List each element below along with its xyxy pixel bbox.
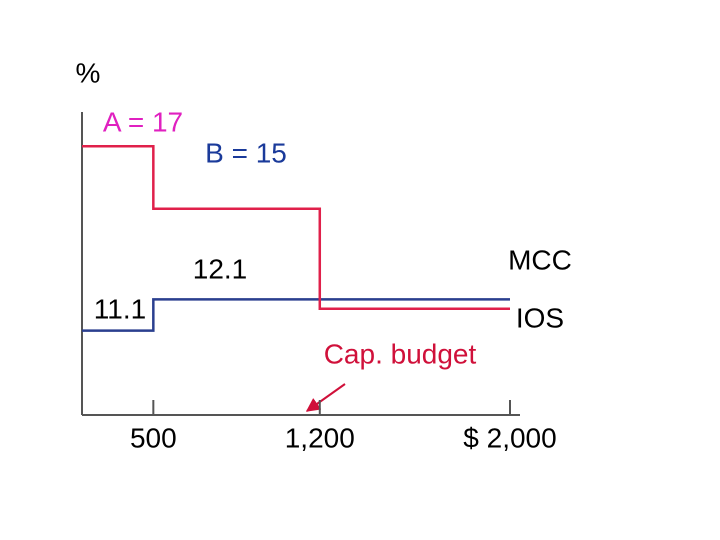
x-tick-label: 500 [130, 422, 177, 453]
series-line [82, 145, 510, 310]
series-line [82, 298, 510, 332]
series-label: MCC [508, 244, 572, 275]
x-tick-label: $ 2,000 [463, 422, 556, 453]
annotation: A = 17 [103, 106, 183, 137]
annotation: 12.1 [193, 253, 248, 284]
x-tick-label: 1,200 [285, 422, 355, 453]
annotation-arrow [305, 383, 346, 412]
annotation: 11.1 [94, 293, 146, 324]
annotation: B = 15 [205, 137, 287, 168]
series-label: IOS [516, 302, 564, 333]
annotation: Cap. budget [324, 338, 477, 369]
y-axis-label: % [76, 57, 101, 88]
